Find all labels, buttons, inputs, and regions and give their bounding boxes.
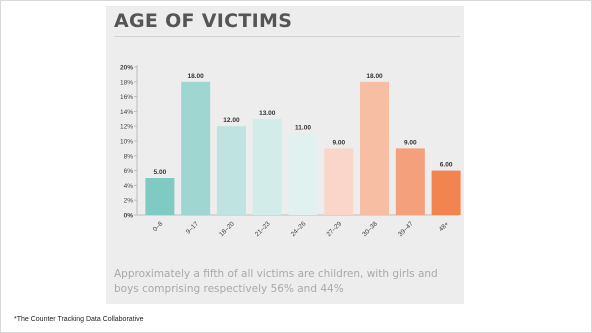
x-category-label: 48+ [438, 220, 451, 233]
x-category-label: 27–29 [325, 220, 343, 238]
bar-value-label: 18.00 [188, 73, 205, 80]
y-tick-label: 12% [120, 124, 133, 131]
bar-39-47 [395, 148, 425, 215]
chart-title: AGE OF VICTIMS [114, 10, 293, 32]
y-tick-label: 18% [120, 79, 133, 86]
bar-value-label: 18.00 [366, 73, 383, 80]
bar-30-38 [360, 81, 390, 215]
bar-chart: 0% 2% 4% 6% 8% 10% 12% 14% 16% 18% 20% 5.00 0–8 18.00… [120, 65, 461, 238]
chart-panel: AGE OF VICTIMS 0% 2% 4% 6% 8% 10% 12% 14% 16% 18%… [106, 6, 464, 304]
y-tick-label: 4% [124, 183, 134, 190]
bar-24-26 [288, 133, 318, 215]
x-category-label: 18–20 [218, 220, 236, 238]
bar-9-17 [181, 81, 211, 215]
bar-48+ [431, 170, 461, 215]
x-category-label: 0–8 [152, 220, 165, 233]
bar-value-label: 6.00 [440, 162, 453, 169]
y-tick-label: 16% [120, 94, 133, 101]
bar-0-8 [145, 178, 175, 215]
y-tick-label: 6% [124, 168, 134, 175]
title-divider [114, 36, 460, 37]
x-category-label: 21–23 [254, 220, 272, 238]
x-category-label: 39–47 [397, 220, 415, 238]
bar-value-label: 13.00 [259, 110, 276, 117]
bar-value-label: 11.00 [295, 125, 311, 132]
source-footnote: *The Counter Tracking Data Collaborative [14, 316, 144, 323]
x-category-label: 9–17 [185, 220, 200, 235]
y-tick-label: 10% [120, 139, 133, 146]
bar-27-29 [324, 148, 354, 215]
bar-value-label: 12.00 [223, 117, 240, 124]
bar-value-label: 9.00 [332, 139, 345, 146]
y-tick-label: 2% [124, 198, 134, 205]
x-category-label: 24–26 [290, 220, 308, 238]
bar-21-23 [252, 118, 282, 215]
chart-caption: Approximately a fifth of all victims are… [114, 268, 438, 295]
bar-value-label: 5.00 [154, 169, 167, 176]
y-tick-label: 8% [124, 153, 134, 160]
y-tick-label: 14% [120, 109, 133, 116]
y-tick-label: 20% [120, 65, 133, 72]
bar-value-label: 9.00 [404, 139, 417, 146]
y-tick-label: 0% [124, 213, 134, 220]
x-category-label: 30–38 [361, 220, 379, 238]
bar-18-20 [216, 126, 246, 215]
